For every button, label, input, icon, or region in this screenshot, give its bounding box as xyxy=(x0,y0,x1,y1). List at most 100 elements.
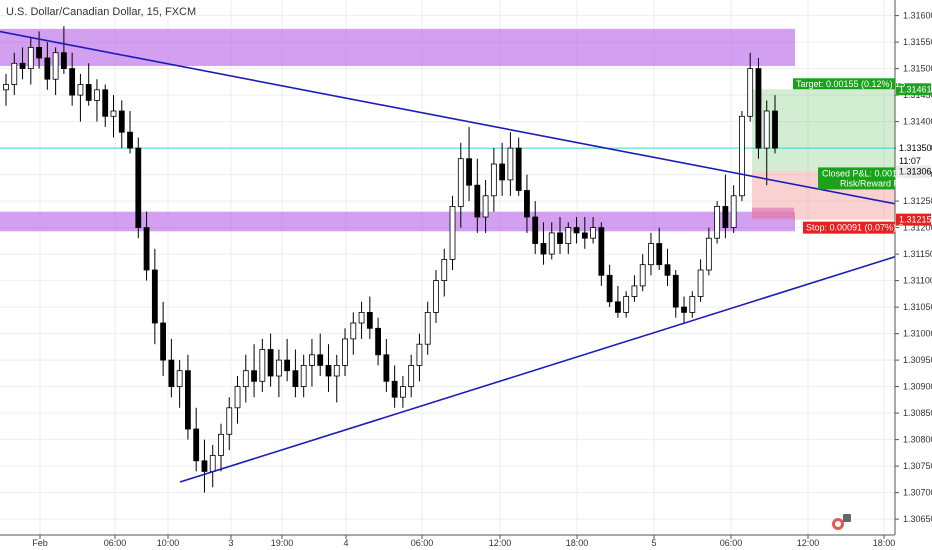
economic-calendar-icon[interactable] xyxy=(832,514,851,530)
candle xyxy=(474,158,481,233)
candle-body xyxy=(548,232,555,255)
candle xyxy=(300,354,307,398)
candle-body xyxy=(623,296,630,313)
candle xyxy=(52,47,59,96)
candle-body xyxy=(44,57,51,80)
countdown-tag-bg xyxy=(896,155,931,168)
candle-body xyxy=(664,264,671,276)
candle xyxy=(614,285,621,318)
candle-body xyxy=(151,269,158,324)
y-tick-label: 1.31100 xyxy=(903,276,932,286)
stop-label-bg xyxy=(803,221,895,234)
candle xyxy=(598,222,605,286)
candle xyxy=(77,73,84,122)
entry-price-tag-text: 1.31306 xyxy=(899,166,932,176)
candle-body xyxy=(482,195,489,218)
candle xyxy=(151,248,158,345)
candle xyxy=(110,95,117,138)
candle xyxy=(747,52,754,122)
candle xyxy=(449,195,456,270)
candle xyxy=(284,338,291,382)
candle-body xyxy=(416,343,423,366)
candle-body xyxy=(69,68,76,96)
stop-price-tag: 1.31215 xyxy=(896,213,932,226)
candle-body xyxy=(672,274,679,308)
candle-body xyxy=(160,322,167,361)
y-tick-label: 1.30800 xyxy=(903,435,932,445)
candle xyxy=(714,201,721,244)
current-price-tag: 1.31350 xyxy=(896,142,932,155)
candle xyxy=(242,354,249,403)
candle-body xyxy=(27,47,34,70)
candle xyxy=(664,248,671,286)
candle-body xyxy=(714,205,721,239)
candle-body xyxy=(540,243,547,255)
candle xyxy=(85,63,92,106)
y-tick-label: 1.31600 xyxy=(903,11,932,21)
candle-body xyxy=(251,370,257,382)
candle-body xyxy=(722,205,729,228)
candle-body xyxy=(474,184,481,218)
trendlines[interactable] xyxy=(0,30,896,483)
candle xyxy=(69,52,76,106)
candle xyxy=(606,264,613,308)
candle xyxy=(755,58,762,159)
x-tick-label: 12:00 xyxy=(489,538,512,548)
candle xyxy=(251,344,257,398)
candle-body xyxy=(176,370,183,388)
candle xyxy=(697,259,704,302)
candle xyxy=(350,312,357,355)
candle-body xyxy=(242,370,249,388)
candle-body xyxy=(573,227,580,234)
candle-body xyxy=(490,163,497,197)
candle xyxy=(226,397,233,451)
candle xyxy=(705,227,712,276)
x-tick-label: 19:00 xyxy=(271,538,294,548)
candle-body xyxy=(135,147,142,229)
candle xyxy=(672,270,679,318)
candle xyxy=(763,100,770,186)
candle-body xyxy=(581,232,588,239)
x-tick-label: 4 xyxy=(343,538,348,548)
candle-body xyxy=(375,327,381,356)
candle-body xyxy=(631,285,638,297)
x-tick-label: 10:00 xyxy=(157,538,180,548)
y-tick-label: 1.30700 xyxy=(903,488,932,498)
candle xyxy=(333,354,340,403)
chart-title: U.S. Dollar/Canadian Dollar, 15, FXCM xyxy=(6,6,197,18)
candle-body xyxy=(36,47,42,59)
x-tick-label: 5 xyxy=(651,538,656,548)
candle xyxy=(400,376,406,408)
candle xyxy=(681,296,687,323)
candle xyxy=(259,338,266,392)
candle xyxy=(185,354,191,440)
candle-body xyxy=(317,354,324,366)
candle-body xyxy=(60,52,67,70)
candle xyxy=(366,296,373,339)
candle-body xyxy=(19,62,26,69)
candle-body xyxy=(127,131,133,149)
candle-body xyxy=(292,370,299,388)
candle-body xyxy=(449,205,456,260)
candle xyxy=(656,227,663,270)
candle xyxy=(739,111,745,202)
candle xyxy=(581,217,588,249)
candle xyxy=(416,333,423,382)
candle-body xyxy=(52,52,59,80)
current-price-tag-text: 1.31350 xyxy=(899,143,932,153)
candle xyxy=(325,344,332,392)
candle xyxy=(433,270,439,323)
price-labels: 1.31461 1.31350 11:071.31306 1.31215 xyxy=(896,83,932,226)
countdown-tag: 11:07 xyxy=(896,155,931,168)
candle-body xyxy=(466,158,472,186)
candle xyxy=(358,301,365,339)
candle-body xyxy=(606,274,613,303)
candle xyxy=(135,137,142,239)
candle-body xyxy=(234,386,241,409)
candle-body xyxy=(730,195,737,229)
x-tick-label: 3 xyxy=(228,538,233,548)
candle-body xyxy=(391,380,398,398)
y-tick-label: 1.31050 xyxy=(903,302,932,312)
candle xyxy=(317,333,324,376)
